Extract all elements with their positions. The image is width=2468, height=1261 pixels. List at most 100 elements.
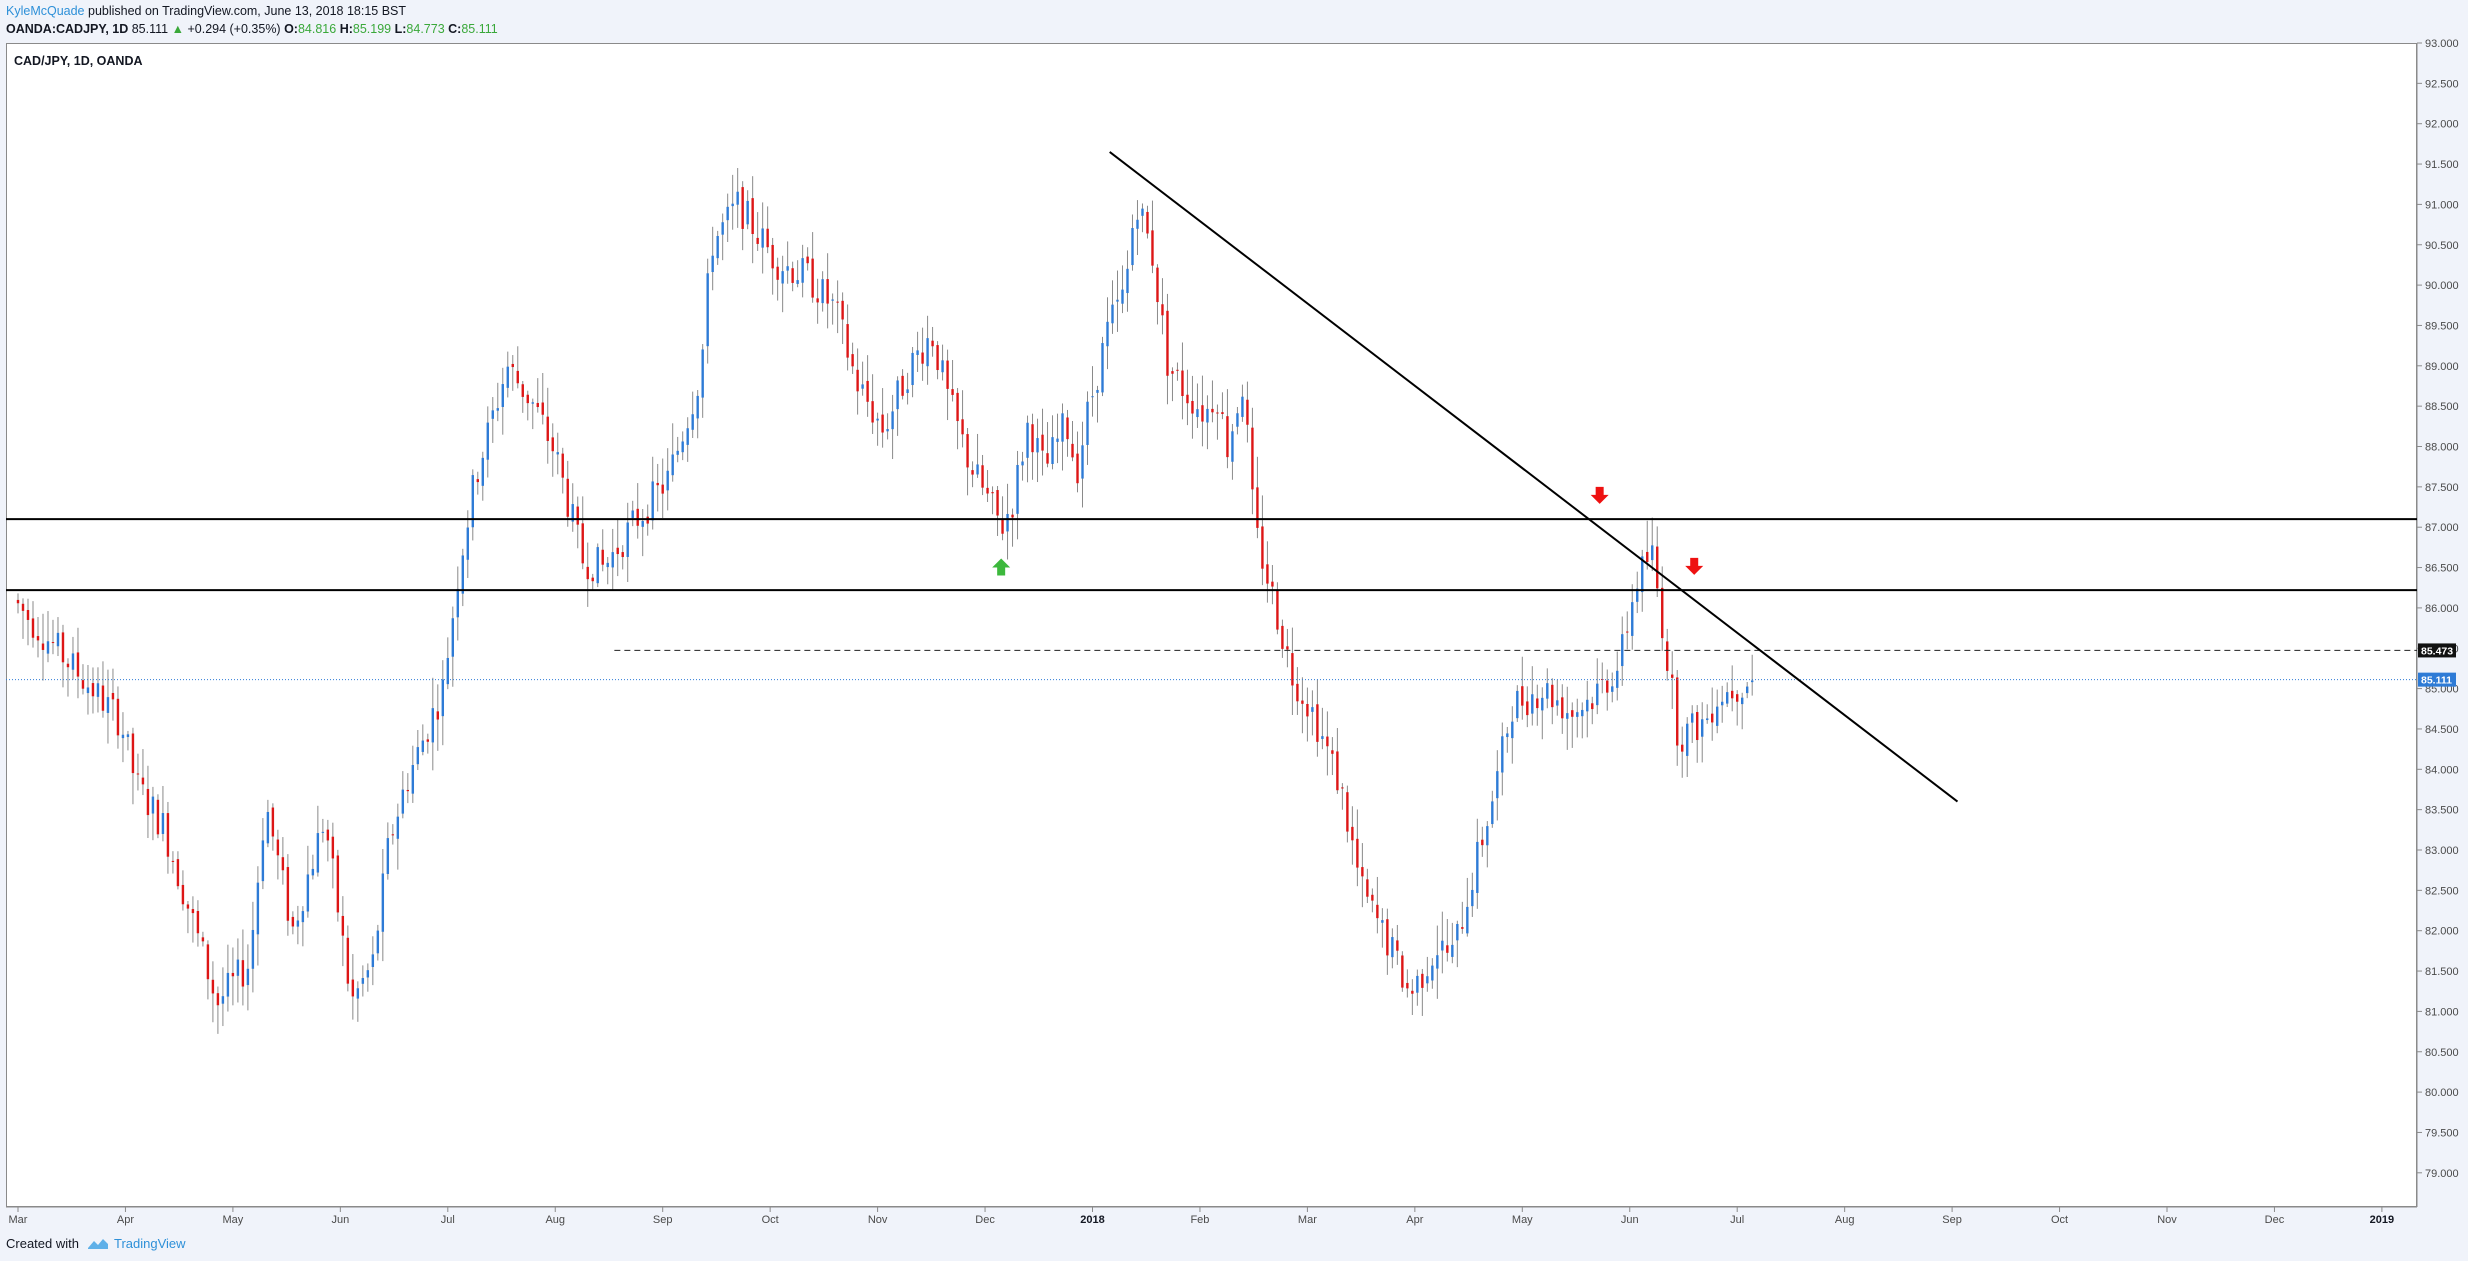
candle-body	[306, 874, 310, 912]
candle-body	[431, 708, 435, 743]
candle-body	[1091, 396, 1094, 398]
candle-body	[51, 642, 55, 644]
candle-body	[1231, 431, 1234, 462]
down-arrow-shape	[1590, 486, 1609, 504]
candle-body	[1171, 371, 1174, 374]
candle-body	[856, 369, 859, 392]
candle-body	[1256, 487, 1259, 528]
candle-body	[1426, 976, 1429, 984]
chart-pane[interactable]	[6, 43, 2417, 1207]
candle-body	[976, 464, 979, 475]
time-tick-label: Sep	[653, 1214, 673, 1226]
candle-body	[361, 978, 365, 984]
candle-body	[761, 228, 764, 248]
candle-body	[851, 354, 854, 367]
candle-body	[596, 547, 599, 584]
candle-body	[461, 555, 464, 594]
candle-body	[996, 490, 999, 516]
candle-body	[1166, 310, 1169, 376]
candle-body	[641, 521, 644, 527]
candle-body	[1151, 230, 1154, 266]
candle-body	[1711, 713, 1714, 723]
candle-body	[1016, 464, 1019, 514]
candles-group	[16, 168, 1754, 1034]
candle-body	[291, 916, 295, 927]
time-tick-label: Oct	[2051, 1214, 2068, 1226]
candle-body	[1406, 982, 1409, 989]
candle-body	[1671, 674, 1674, 678]
candle-body	[746, 200, 749, 225]
candle-body	[1011, 514, 1014, 518]
candle-body	[1731, 690, 1734, 699]
author-link[interactable]: KyleMcQuade	[6, 4, 85, 18]
candle-body	[56, 632, 60, 647]
candle-body	[1745, 686, 1749, 694]
candle-body	[256, 882, 260, 935]
candle-body	[1331, 750, 1334, 754]
price-tick-label: 90.500	[2425, 240, 2459, 252]
up-arrow-shape	[992, 558, 1011, 576]
candle-body	[206, 944, 210, 980]
candle-body	[1056, 438, 1059, 442]
candle-body	[1631, 602, 1634, 636]
candle-body	[1431, 965, 1434, 981]
candle-body	[151, 796, 155, 814]
candle-body	[556, 452, 559, 455]
candle-body	[1096, 389, 1099, 393]
price-tick-label: 79.500	[2425, 1127, 2459, 1139]
candle-body	[841, 300, 844, 320]
candle-body	[816, 298, 819, 303]
candle-body	[1726, 692, 1729, 704]
candle-body	[346, 937, 350, 984]
publish-info: KyleMcQuade published on TradingView.com…	[6, 3, 406, 19]
candle-body	[1611, 686, 1614, 692]
candle-body	[1536, 698, 1539, 709]
candle-body	[1051, 437, 1054, 465]
change-value: +0.294 (+0.35%)	[187, 22, 281, 36]
candle-body	[1496, 771, 1499, 799]
candle-body	[146, 788, 150, 816]
candle-body	[1246, 399, 1249, 425]
candle-body	[526, 394, 529, 404]
candle-body	[776, 266, 779, 280]
candle-body	[1266, 564, 1269, 584]
tradingview-logo-icon	[87, 1238, 108, 1249]
candle-body	[1201, 405, 1204, 422]
candle-body	[66, 663, 70, 668]
time-tick-label: Aug	[545, 1214, 565, 1226]
candle-body	[451, 618, 454, 657]
candle-body	[766, 228, 769, 248]
time-tick-label: Apr	[1406, 1214, 1423, 1226]
candle-body	[1261, 526, 1264, 569]
candle-body	[1421, 973, 1424, 988]
candle-body	[1336, 751, 1339, 791]
candle-body	[1481, 839, 1484, 846]
candle-body	[811, 258, 814, 298]
candle-body	[1531, 694, 1534, 714]
open-label: O:	[284, 22, 298, 36]
candle-body	[606, 562, 609, 568]
down-arrow-shape	[1685, 557, 1704, 575]
candle-body	[421, 740, 425, 752]
time-tick-label: 2018	[1080, 1214, 1104, 1226]
candle-body	[296, 920, 300, 927]
candle-body	[71, 653, 75, 670]
candle-body	[1186, 394, 1189, 404]
candle-body	[656, 482, 659, 486]
candle-body	[496, 408, 499, 411]
candle-body	[1551, 684, 1554, 708]
candle-body	[1401, 955, 1404, 988]
close-label: C:	[448, 22, 462, 36]
candle-body	[286, 867, 290, 921]
candle-body	[331, 836, 335, 859]
candle-body	[951, 389, 954, 395]
candle-body	[96, 683, 100, 697]
candle-body	[1081, 445, 1084, 479]
price-tick-label: 92.500	[2425, 78, 2459, 90]
price-tick-label: 80.500	[2425, 1047, 2459, 1059]
time-tick-label: Apr	[117, 1214, 134, 1226]
candle-body	[1111, 304, 1114, 324]
tradingview-link[interactable]: TradingView	[87, 1236, 186, 1251]
candle-body	[1296, 683, 1299, 702]
